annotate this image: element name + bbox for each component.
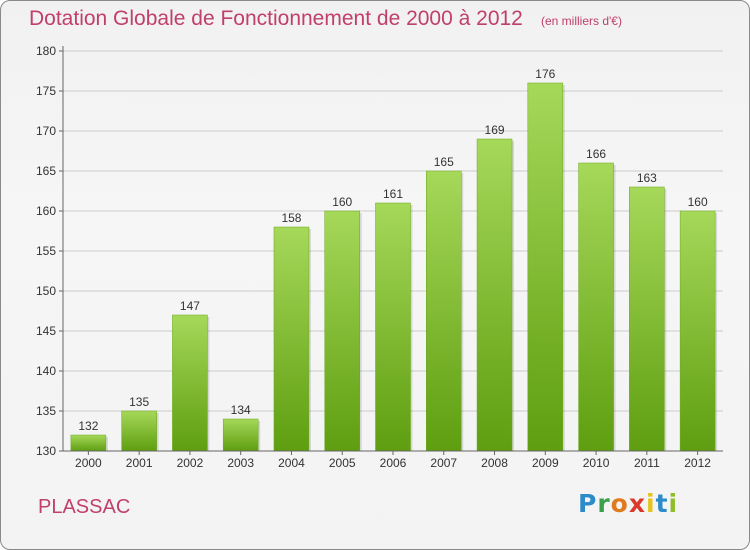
y-tick-label: 155 [36,244,56,258]
x-tick-label: 2008 [481,456,508,470]
value-label: 160 [332,195,352,209]
y-tick-label: 145 [36,324,56,338]
y-tick-label: 135 [36,404,56,418]
logo-letter: o [611,489,629,518]
chart-frame: Dotation Globale de Fonctionnement de 20… [0,0,750,550]
y-tick-label: 165 [36,164,56,178]
value-label: 166 [586,147,606,161]
value-label: 169 [485,123,505,137]
x-tick-label: 2004 [278,456,305,470]
bar-2010 [579,163,614,451]
value-label: 147 [180,299,200,313]
bar-2011 [629,187,664,451]
value-label: 135 [129,395,149,409]
x-tick-label: 2006 [380,456,407,470]
logo-letter: P [578,489,597,518]
value-label: 165 [434,155,454,169]
x-tick-label: 2002 [177,456,204,470]
logo-letter: r [597,489,610,518]
x-tick-label: 2001 [126,456,153,470]
y-tick-label: 160 [36,204,56,218]
x-tick-label: 2007 [430,456,457,470]
logo-letter: x [629,489,646,518]
bar-2008 [477,139,512,451]
logo-letter: i [669,489,679,518]
y-tick-label: 175 [36,84,56,98]
bar-2001 [122,411,157,451]
bar-2005 [325,211,360,451]
y-tick-label: 140 [36,364,56,378]
x-tick-label: 2010 [583,456,610,470]
value-label: 163 [637,171,657,185]
logo-letter: t [656,489,669,518]
y-tick-label: 180 [36,44,56,58]
bars [71,83,717,451]
logo-letter: i [646,489,656,518]
bar-2012 [680,211,715,451]
y-tick-label: 150 [36,284,56,298]
value-label: 160 [688,195,708,209]
value-label: 134 [231,403,251,417]
value-label: 161 [383,187,403,201]
x-tick-label: 2005 [329,456,356,470]
x-tick-label: 2003 [227,456,254,470]
value-label: 158 [281,211,301,225]
x-tick-label: 2009 [532,456,559,470]
bar-2004 [274,227,309,451]
x-tick-label: 2000 [75,456,102,470]
bar-2003 [223,419,258,451]
value-label: 176 [535,67,555,81]
y-tick-label: 130 [36,444,56,458]
commune-name: PLASSAC [38,496,130,519]
bar-chart: 130 135 140 145 150 155 160 165 170 175 180 132 2000… [1,1,750,550]
value-label: 132 [78,419,98,433]
proxiti-logo: Proxiti [578,489,678,518]
bar-2006 [376,203,411,451]
bar-2009 [528,83,563,451]
bar-2007 [426,171,461,451]
y-tick-label: 170 [36,124,56,138]
x-tick-label: 2011 [634,456,660,470]
bar-2002 [172,315,207,451]
bar-2000 [71,435,106,451]
x-tick-label: 2012 [684,456,711,470]
